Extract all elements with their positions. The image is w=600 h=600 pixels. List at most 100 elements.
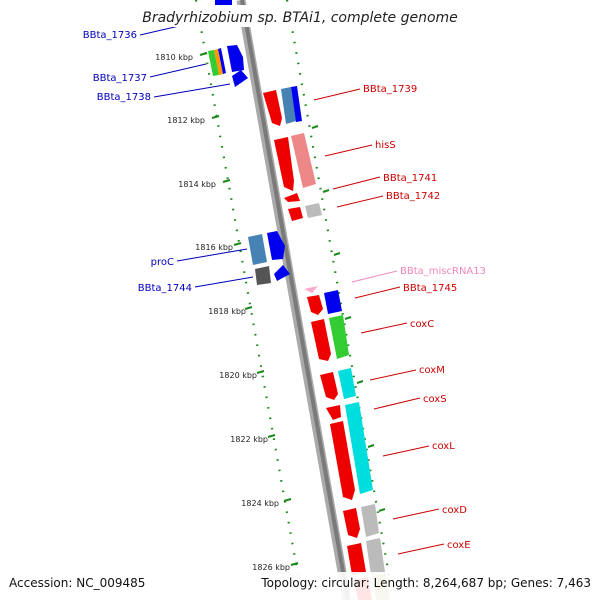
gene-coxD[interactable] — [361, 504, 379, 537]
gene-label-coxC[interactable]: coxC — [410, 319, 434, 330]
gene-BBta_1738[interactable] — [232, 70, 248, 87]
gene-label-BBta_1737[interactable]: BBta_1737 — [93, 73, 147, 84]
gene-BBta_1745[interactable] — [307, 295, 323, 315]
axis-tick-1824 — [283, 498, 292, 502]
gene-coxL[interactable] — [345, 402, 373, 494]
leader-BBta_1744 — [194, 276, 254, 288]
leader-hisS — [324, 144, 373, 157]
gene-label-coxM[interactable]: coxM — [419, 365, 445, 376]
tick-label-1814: 1814 kbp — [178, 180, 216, 189]
gene-BBta_1742b[interactable] — [305, 203, 322, 218]
tick-label-1822: 1822 kbp — [230, 435, 268, 444]
gene-BBta_1737c[interactable] — [218, 48, 226, 74]
gene-proC[interactable] — [248, 234, 267, 265]
outer-tick — [344, 316, 352, 320]
gene-label-BBta_1736[interactable]: BBta_1736 — [83, 30, 137, 41]
backbone-line — [240, 0, 350, 600]
gene-label-BBta_1739[interactable]: BBta_1739 — [363, 84, 417, 95]
leader-coxL — [382, 445, 430, 457]
gene-BBta_1737b[interactable] — [214, 49, 223, 75]
tick-label-1824: 1824 kbp — [241, 499, 279, 508]
gene-coxC-red[interactable] — [311, 319, 331, 361]
gene-label-BBta_1738[interactable]: BBta_1738 — [97, 92, 151, 103]
outer-tick — [322, 189, 330, 193]
axis-tick-1820 — [256, 370, 265, 374]
backbone — [236, 0, 352, 600]
gene-coxM-red[interactable] — [320, 372, 338, 400]
topology-text: Topology: circular; Length: 8,264,687 bp… — [260, 576, 591, 590]
gene-coxE-red[interactable] — [347, 543, 366, 575]
gene-BBta_1743[interactable] — [267, 231, 285, 260]
leader-BBta_miscRNA13 — [351, 270, 398, 283]
gene-label-BBta_1745[interactable]: BBta_1745 — [403, 283, 457, 294]
left-gene-labels: BBta_1736 BBta_1737 BBta_1738 proC BBta_… — [83, 30, 192, 294]
gene-label-BBta_miscRNA13[interactable]: BBta_miscRNA13 — [400, 266, 486, 277]
gene-coxE[interactable] — [366, 538, 385, 575]
leader-BBta_1738 — [153, 83, 231, 98]
gene-coxS[interactable] — [326, 405, 341, 420]
tick-label-1820: 1820 kbp — [219, 371, 257, 380]
gene-BBta_1742[interactable] — [288, 207, 303, 221]
gene-BBta_1744b[interactable] — [274, 265, 290, 281]
gene-coxD-red[interactable] — [343, 508, 360, 538]
leader-coxC — [360, 322, 408, 334]
gene-label-coxE[interactable]: coxE — [447, 540, 471, 551]
outer-tick — [367, 444, 375, 448]
outer-tick — [311, 125, 319, 129]
title-backdrop — [140, 5, 460, 27]
tick-label-1816: 1816 kbp — [195, 243, 233, 252]
right-gene-features — [263, 86, 390, 600]
gene-BBta_1744[interactable] — [255, 266, 271, 285]
footer-backdrop — [0, 572, 600, 600]
outer-tick — [333, 252, 341, 256]
gene-label-coxS[interactable]: coxS — [423, 394, 447, 405]
gene-BBta_1737a[interactable] — [208, 50, 219, 76]
leader-coxD — [392, 508, 440, 520]
axis-tick-1816 — [233, 242, 242, 246]
leader-proC — [176, 248, 248, 262]
tick-label-1818: 1818 kbp — [208, 307, 246, 316]
outer-ticks — [311, 125, 386, 512]
gene-hisS[interactable] — [291, 133, 316, 188]
outer-tick — [378, 508, 386, 512]
leader-BBta_1737 — [149, 63, 207, 78]
accession-text: Accession: NC_009485 — [9, 576, 145, 590]
leader-BBta_1741 — [332, 176, 381, 190]
diagram-title: Bradyrhizobium sp. BTAi1, complete genom… — [142, 10, 458, 26]
tick-label-1812: 1812 kbp — [167, 116, 205, 125]
gene-label-BBta_1744[interactable]: BBta_1744 — [138, 283, 192, 294]
gene-BBta_1745b[interactable] — [324, 290, 342, 314]
gene-BBta_1737[interactable] — [227, 45, 244, 72]
leader-coxM — [369, 369, 417, 381]
gene-BBta_1741[interactable] — [284, 193, 300, 202]
gene-label-BBta_1741[interactable]: BBta_1741 — [383, 173, 437, 184]
gene-label-BBta_1742[interactable]: BBta_1742 — [386, 191, 440, 202]
leader-BBta_1745 — [354, 286, 401, 299]
gene-BBta_1739b[interactable] — [281, 87, 296, 124]
tick-label-1826: 1826 kbp — [252, 563, 290, 572]
leader-coxE — [397, 543, 445, 555]
gene-label-coxL[interactable]: coxL — [432, 441, 455, 452]
gene-label-hisS[interactable]: hisS — [375, 140, 396, 151]
axis-tick-1812 — [211, 115, 220, 119]
gene-coxL-red[interactable] — [330, 421, 355, 500]
outer-tick — [356, 380, 364, 384]
gene-BBta_1739c[interactable] — [291, 86, 302, 122]
right-gene-labels: BBta_1739 hisS BBta_1741 BBta_1742 BBta_… — [363, 84, 486, 551]
gene-BBta_1739[interactable] — [263, 90, 282, 126]
gene-BBta_miscRNA13[interactable] — [304, 286, 318, 293]
leader-coxS — [373, 397, 421, 410]
gene-coxM[interactable] — [338, 368, 356, 399]
tick-label-1810: 1810 kbp — [155, 53, 193, 62]
gene-hisS-red[interactable] — [274, 137, 294, 191]
leader-lines — [139, 17, 445, 555]
gene-label-coxD[interactable]: coxD — [442, 505, 467, 516]
axis-ticks: 1810 kbp 1812 kbp 1814 kbp 1816 kbp 1818… — [155, 52, 299, 572]
gene-label-proC[interactable]: proC — [151, 257, 174, 268]
leader-BBta_1739 — [313, 88, 361, 101]
leader-BBta_1742 — [336, 195, 384, 208]
axis-tick-1818 — [244, 306, 253, 310]
gene-coxC[interactable] — [329, 315, 349, 359]
